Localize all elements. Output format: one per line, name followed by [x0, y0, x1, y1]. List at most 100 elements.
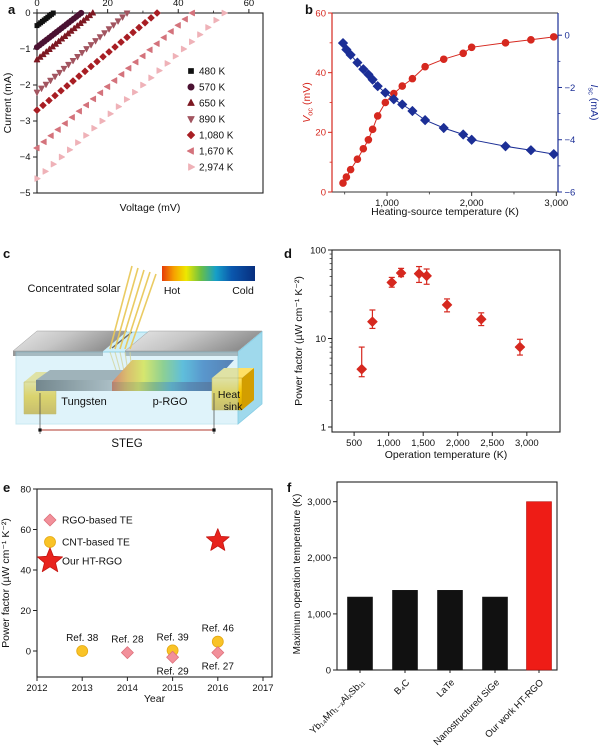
data-point-triangle-left — [47, 132, 54, 139]
ref-label: Ref. 38 — [66, 633, 99, 644]
panel-b-voc-isc-chart: 1,000 2,000 3,000 0 20 40 60 0 −2 −4 −6 Voc (mV) Isc… — [301, 8, 600, 218]
data-point-triangle-right — [99, 117, 106, 125]
data-point-triangle-left — [153, 40, 160, 47]
data-point-circle — [342, 173, 351, 181]
left-tick-label: 0 — [321, 187, 326, 198]
data-point-triangle-left — [181, 15, 188, 23]
data-point-triangle-right — [221, 9, 228, 17]
data-point-triangle-right — [164, 60, 171, 67]
data-point-diamond — [338, 38, 348, 49]
data-point-square — [188, 68, 194, 74]
colorbar-hot-label: Hot — [164, 285, 180, 297]
data-point-triangle-down — [74, 54, 81, 61]
data-point-diamond — [407, 106, 418, 116]
y-tick-label: −3 — [20, 116, 31, 127]
prgo-label: p-RGO — [153, 396, 188, 408]
data-point-triangle-right — [132, 88, 139, 96]
series-1,080 K — [33, 9, 161, 114]
series-890 K — [33, 10, 131, 96]
data-point-diamond — [39, 101, 47, 109]
y-tick-label: 60 — [20, 525, 31, 536]
bar-3 — [482, 596, 508, 671]
data-point-circle — [549, 33, 558, 41]
plot-frame — [36, 12, 264, 194]
data-point-triangle-down — [60, 65, 68, 73]
x-tick-label: 1,000 — [377, 438, 401, 449]
series-2,974 K — [34, 9, 228, 182]
data-point-diamond — [421, 270, 432, 282]
y-tick-label: 1 — [321, 422, 326, 433]
right-heatsink-side — [242, 368, 254, 410]
heatsink-label-line1: Heat — [218, 389, 240, 401]
data-point-triangle-down — [105, 26, 113, 33]
data-point-triangle-right — [205, 24, 212, 31]
legend-label: 570 K — [199, 83, 225, 94]
category-label: LaTe — [435, 677, 457, 699]
panel-d-plot: 500 1,000 1,500 2,000 2,500 3,000 1 10 100 Operat… — [293, 245, 561, 461]
y-tick-label: 1,000 — [307, 609, 331, 620]
data-point-triangle-down — [33, 89, 41, 96]
data-point-triangle-left — [186, 147, 194, 155]
tungsten-top — [36, 370, 142, 380]
y-tick-label: 20 — [20, 606, 31, 617]
data-point-diamond — [372, 81, 383, 92]
legend-label: Our HT-RGO — [62, 557, 122, 568]
data-point-triangle-right — [188, 163, 196, 171]
data-point-triangle-left — [96, 89, 104, 97]
data-point-triangle-down — [114, 18, 122, 25]
data-point-triangle-down — [56, 69, 63, 77]
data-point-triangle-down — [51, 73, 59, 80]
panel-letter-c: c — [3, 246, 11, 261]
x-tick-label: 40 — [173, 0, 184, 9]
data-point-circle — [78, 9, 85, 17]
legend-label: RGO-based TE — [62, 516, 133, 527]
data-point-triangle-down — [42, 81, 50, 88]
panel-letter-e: e — [3, 480, 11, 495]
data-point-diamond — [345, 49, 356, 60]
y-tick-label: 0 — [326, 665, 331, 676]
data-point-triangle-down — [96, 34, 104, 41]
data-point-diamond — [413, 268, 425, 279]
data-point-diamond — [525, 145, 536, 156]
panel-letter-f: f — [287, 480, 292, 495]
y-axis-title: Power factor (µW cm⁻¹ K⁻²) — [293, 276, 305, 406]
data-point-diamond — [441, 299, 453, 311]
series-480 K — [34, 10, 56, 29]
y-tick-label: 100 — [310, 245, 326, 256]
right-heatsink — [211, 377, 243, 411]
series-570 K — [33, 9, 85, 51]
ref-label: Ref. 46 — [202, 624, 235, 635]
data-point-diamond — [186, 130, 196, 140]
legend-label: 1,670 K — [199, 147, 234, 158]
data-point-triangle-right — [115, 103, 123, 110]
category-label: B₄C — [392, 677, 412, 697]
data-point-circle — [501, 39, 510, 47]
legend-label: 650 K — [199, 99, 225, 110]
data-point-triangle-right — [75, 139, 82, 146]
legend-label: 2,974 K — [199, 163, 234, 174]
x-tick-label: 500 — [346, 438, 362, 449]
data-point-circle — [421, 62, 429, 71]
data-point-triangle-right — [197, 31, 204, 38]
x-axis-title: Voltage (mV) — [120, 202, 181, 214]
ref-label: Ref. 28 — [111, 635, 144, 646]
data-point-diamond — [147, 14, 155, 22]
data-point-triangle-down — [69, 57, 77, 65]
data-point-triangle-down — [38, 85, 45, 92]
data-point-triangle-right — [34, 175, 41, 182]
data-point-circle — [339, 179, 347, 187]
data-point-triangle-left — [167, 28, 174, 35]
panel-d-power-factor-chart: 500 1,000 1,500 2,000 2,500 3,000 1 10 100 Operat… — [293, 245, 561, 461]
x-tick-label: 2013 — [72, 683, 93, 694]
ref-label: Ref. 39 — [156, 632, 189, 643]
data-point-circle — [346, 165, 355, 174]
plot-frame — [36, 488, 273, 678]
data-point-circle — [398, 82, 407, 90]
data-point-triangle-down — [87, 42, 95, 49]
data-point-diamond — [57, 87, 65, 95]
data-point-triangle-left — [111, 77, 118, 84]
heatsink-label-line2: sink — [224, 401, 243, 413]
